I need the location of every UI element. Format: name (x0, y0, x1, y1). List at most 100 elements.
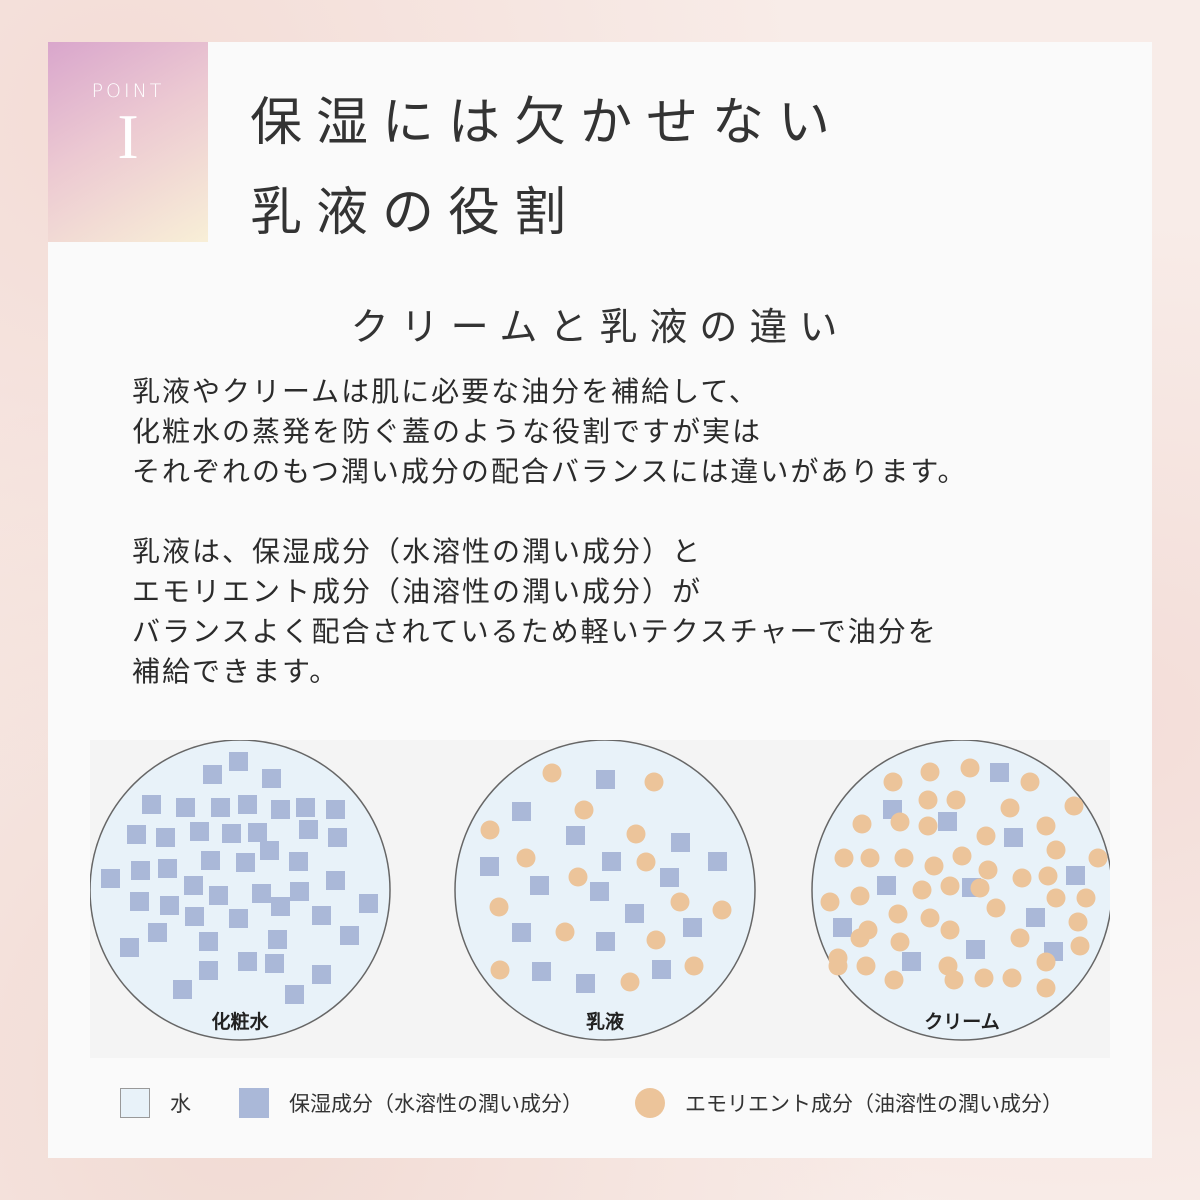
humectant-particle (299, 820, 318, 839)
humectant-particle (938, 812, 957, 831)
humectant-particle (209, 886, 228, 905)
point-label: POINT (91, 80, 165, 102)
legend-label: エモリエント成分（油溶性の潤い成分） (685, 1092, 1063, 1116)
emollient-particle (712, 900, 732, 920)
emollient-particle (852, 814, 872, 834)
emollient-particle (924, 856, 944, 876)
emollient-particle (1064, 796, 1084, 816)
humectant-particle (902, 952, 921, 971)
emollient-particle (555, 922, 575, 942)
humectant-particle (671, 833, 690, 852)
humectant-particle (990, 763, 1009, 782)
emollient-particle (1046, 840, 1066, 860)
humectant-particle (512, 802, 531, 821)
body-text: 乳液やクリームは肌に必要な油分を補給して、 化粧水の蒸発を防ぐ蓋のような役割です… (132, 372, 968, 732)
humectant-particle (1004, 828, 1023, 847)
humectant-particle (312, 965, 331, 984)
emollient-particle (516, 848, 536, 868)
humectant-particle (480, 857, 499, 876)
humectant-particle (590, 882, 609, 901)
emollient-particle (888, 904, 908, 924)
emollient-particle (1010, 928, 1030, 948)
humectant-particle (532, 962, 551, 981)
humectant-particle (199, 961, 218, 980)
emollient-particle (978, 860, 998, 880)
humectant-particle (131, 861, 150, 880)
emollient-particle (860, 848, 880, 868)
humectant-particle (296, 798, 315, 817)
humectant-particle (268, 930, 287, 949)
emollient-particle (828, 956, 848, 976)
point-badge: POINT I (48, 42, 208, 242)
humectant-particle (229, 752, 248, 771)
humectant-particle (271, 897, 290, 916)
humectant-particle (176, 798, 195, 817)
humectant-particle (160, 896, 179, 915)
humectant-particle (328, 828, 347, 847)
humectant-particle (271, 800, 290, 819)
emollient-particle (894, 848, 914, 868)
emollient-particle (1070, 936, 1090, 956)
title-line-2: 乳液の役割 (250, 183, 581, 243)
humectant-particle (238, 952, 257, 971)
humectant-particle (238, 795, 257, 814)
circle-label: クリーム (924, 1011, 999, 1033)
emollient-swatch-icon (635, 1088, 665, 1118)
emollient-particle (1088, 848, 1108, 868)
emollient-particle (684, 956, 704, 976)
emollient-particle (912, 880, 932, 900)
humectant-particle (101, 869, 120, 888)
humectant-particle (530, 876, 549, 895)
paragraph: 乳液やクリームは肌に必要な油分を補給して、 化粧水の蒸発を防ぐ蓋のような役割です… (132, 375, 968, 488)
humectant-particle (652, 960, 671, 979)
emollient-particle (970, 878, 990, 898)
humectant-particle (660, 868, 679, 887)
paragraph: 乳液は、保湿成分（水溶性の潤い成分）と エモリエント成分（油溶性の潤い成分）が … (132, 535, 938, 688)
humectant-particle (566, 826, 585, 845)
emollient-particle (946, 790, 966, 810)
humectant-particle (248, 823, 267, 842)
humectant-particle (326, 871, 345, 890)
emollient-particle (952, 846, 972, 866)
emollient-particle (976, 826, 996, 846)
humectant-particle (260, 841, 279, 860)
emollient-particle (890, 812, 910, 832)
emollient-particle (542, 763, 562, 783)
humectant-particle (512, 923, 531, 942)
emollient-particle (636, 852, 656, 872)
emollient-particle (626, 824, 646, 844)
emollient-particle (490, 960, 510, 980)
humectant-particle (708, 852, 727, 871)
emollient-particle (1000, 798, 1020, 818)
emollient-particle (856, 956, 876, 976)
emollient-particle (646, 930, 666, 950)
emollient-particle (1012, 868, 1032, 888)
point-number: I (117, 101, 139, 172)
emollient-particle (644, 772, 664, 792)
emollient-particle (1036, 816, 1056, 836)
emollient-particle (620, 972, 640, 992)
humectant-particle (252, 884, 271, 903)
emollient-particle (568, 867, 588, 887)
page-title: 保湿には欠かせない 乳液の役割 (250, 78, 844, 258)
humectant-particle (312, 906, 331, 925)
legend-label: 保湿成分（水溶性の潤い成分） (289, 1092, 583, 1116)
emollient-particle (1002, 968, 1022, 988)
humectant-particle (265, 954, 284, 973)
legend-water: 水 (120, 1088, 191, 1118)
humectant-particle (576, 974, 595, 993)
emollient-particle (489, 897, 509, 917)
comparison-diagram: 化粧水 乳液 クリーム (90, 740, 1110, 1058)
emollient-particle (940, 876, 960, 896)
emollient-particle (890, 932, 910, 952)
emollient-particle (918, 790, 938, 810)
emollient-particle (920, 762, 940, 782)
humectant-particle (1066, 866, 1085, 885)
humectant-particle (625, 904, 644, 923)
humectant-particle (127, 825, 146, 844)
humectant-particle (262, 769, 281, 788)
humectant-particle (190, 822, 209, 841)
humectant-particle (148, 923, 167, 942)
emollient-particle (1076, 888, 1096, 908)
humectant-particle (602, 852, 621, 871)
